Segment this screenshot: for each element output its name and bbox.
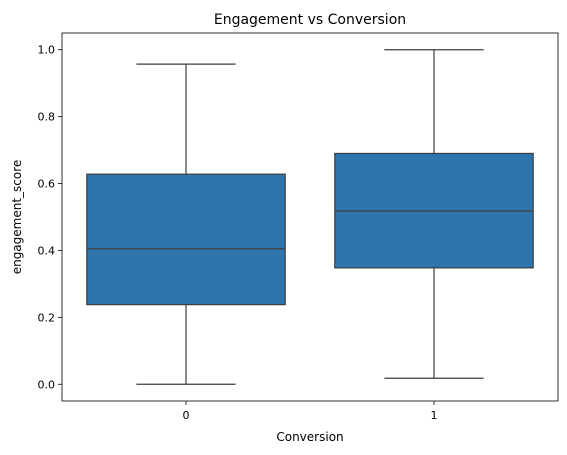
x-tick-label: 0: [183, 409, 190, 422]
y-ticks-group: 0.0 0.2 0.4 0.6 0.8 1.0: [38, 44, 62, 391]
box-group-0: [86, 63, 286, 385]
y-tick-label: 0.0: [38, 378, 56, 391]
box-group-1: [334, 49, 534, 379]
y-tick-label: 0.2: [38, 311, 56, 324]
chart-title: Engagement vs Conversion: [214, 12, 406, 28]
y-axis-label: engagement_score: [10, 160, 24, 275]
boxes-group: [86, 49, 534, 385]
x-axis-label: Conversion: [276, 430, 343, 444]
box-iqr: [86, 173, 286, 306]
y-tick-label: 0.8: [38, 111, 56, 124]
y-tick-label: 0.4: [38, 244, 56, 257]
y-tick-label: 0.6: [38, 178, 56, 191]
y-tick-label: 1.0: [38, 44, 56, 57]
plot-frame: [61, 32, 559, 402]
x-tick-label: 1: [431, 409, 438, 422]
